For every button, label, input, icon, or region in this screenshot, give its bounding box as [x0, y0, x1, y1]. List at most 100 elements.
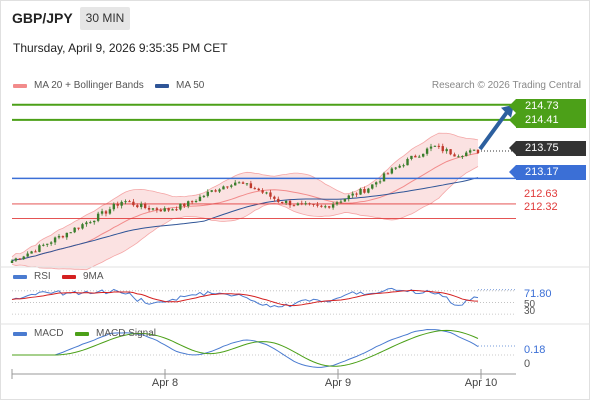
x-tick-label: Apr 10 [464, 377, 498, 389]
legend-rsi: RSI [13, 271, 51, 282]
candle-body [226, 186, 229, 188]
candle-body [300, 203, 303, 205]
symbol-title: GBP/JPY [12, 10, 73, 26]
candle-body [398, 165, 401, 168]
candle-body [457, 156, 460, 158]
candle-body [136, 205, 139, 208]
legend-ma20-bollinger: MA 20 + Bollinger Bands [13, 80, 144, 91]
candle-body [374, 182, 378, 185]
candle-body [382, 173, 386, 182]
timeframe-button[interactable]: 30 MIN [80, 7, 130, 30]
candle-body [476, 149, 480, 154]
candle-body [367, 188, 370, 193]
candle-body [425, 148, 429, 154]
candle-body [73, 227, 76, 233]
candle-body [116, 203, 119, 206]
candle-body [151, 208, 155, 210]
rsi-50-label: 50 [524, 299, 536, 310]
candle-body [183, 203, 186, 207]
candle-body [167, 208, 170, 211]
candle-body [46, 243, 49, 245]
candle-body [206, 191, 209, 196]
macd-line [12, 328, 479, 368]
datetime-label: Thursday, April 9, 2026 9:35:35 PM CET [13, 41, 228, 55]
legend-swatch [13, 331, 27, 336]
candle-body [461, 156, 464, 158]
candle-body [214, 190, 217, 192]
candle-body [202, 195, 206, 197]
candle-body [69, 232, 72, 234]
bollinger-upper-line [11, 132, 479, 258]
candle-body [124, 201, 127, 203]
candle-body [85, 222, 88, 225]
candle-body [218, 189, 221, 192]
candle-body [112, 203, 116, 210]
candle-body [234, 182, 237, 186]
candle-body [81, 224, 84, 229]
candle-body [49, 242, 53, 244]
candle-body [277, 198, 280, 202]
legend-label: MA 50 [176, 80, 205, 91]
candle-body [230, 185, 233, 187]
ma20-line [11, 152, 479, 262]
candle-body [26, 253, 29, 257]
legend-swatch [13, 274, 27, 279]
macd-zero-label: 0 [524, 358, 531, 370]
support-1-label: 212.63 [524, 188, 558, 200]
support-2-label: 212.32 [524, 201, 558, 213]
legend-label: MACD Signal [96, 328, 157, 339]
candle-body [371, 184, 374, 189]
candle-body [89, 222, 92, 224]
candle-body [465, 152, 468, 157]
candle-body [265, 192, 268, 194]
candle-body [394, 167, 397, 169]
candle-body [222, 186, 225, 190]
candle-body [77, 227, 80, 229]
candle-body [155, 208, 159, 210]
candle-body [281, 201, 284, 203]
candle-body [210, 190, 213, 192]
candle-body [14, 258, 18, 261]
credit-text: Research © 2026 Trading Central [431, 80, 581, 91]
candle-body [308, 203, 311, 205]
candle-body [312, 203, 315, 205]
rsi-9ma-line [11, 289, 479, 307]
candle-body [140, 203, 143, 208]
candle-body [34, 251, 37, 253]
bollinger-band-fill [12, 133, 478, 270]
candle-body [132, 201, 135, 206]
candle-body [418, 156, 421, 158]
candle-body [42, 244, 45, 246]
x-tick-label: Apr 8 [151, 377, 179, 389]
candle-body [179, 203, 182, 210]
resistance-1-tag: 214.41 [509, 113, 586, 128]
candle-body [96, 213, 100, 221]
candle-body [339, 201, 343, 203]
candle-body [331, 204, 335, 208]
candle-body [93, 220, 96, 223]
candle-body [128, 201, 131, 203]
candle-body [57, 236, 61, 238]
candle-body [10, 260, 14, 263]
candle-body [292, 205, 296, 207]
candle-body [237, 182, 241, 184]
ma50-line [11, 177, 479, 262]
candle-body [194, 200, 198, 202]
candle-body [304, 203, 307, 205]
candle-body [421, 153, 425, 157]
candle-body [363, 188, 366, 193]
candle-body [163, 208, 166, 212]
candle-body [30, 251, 33, 254]
candle-body [320, 205, 323, 207]
legend-swatch [13, 83, 27, 88]
legend-label: RSI [34, 271, 51, 282]
x-tick-label: Apr 9 [324, 377, 352, 389]
legend-macd: MACD [13, 328, 63, 339]
candle-body [269, 192, 272, 197]
candle-body [414, 155, 417, 158]
candle-body [453, 154, 456, 157]
legend-label: MA 20 + Bollinger Bands [34, 80, 144, 91]
candle-body [245, 183, 249, 185]
candle-body [241, 182, 245, 184]
